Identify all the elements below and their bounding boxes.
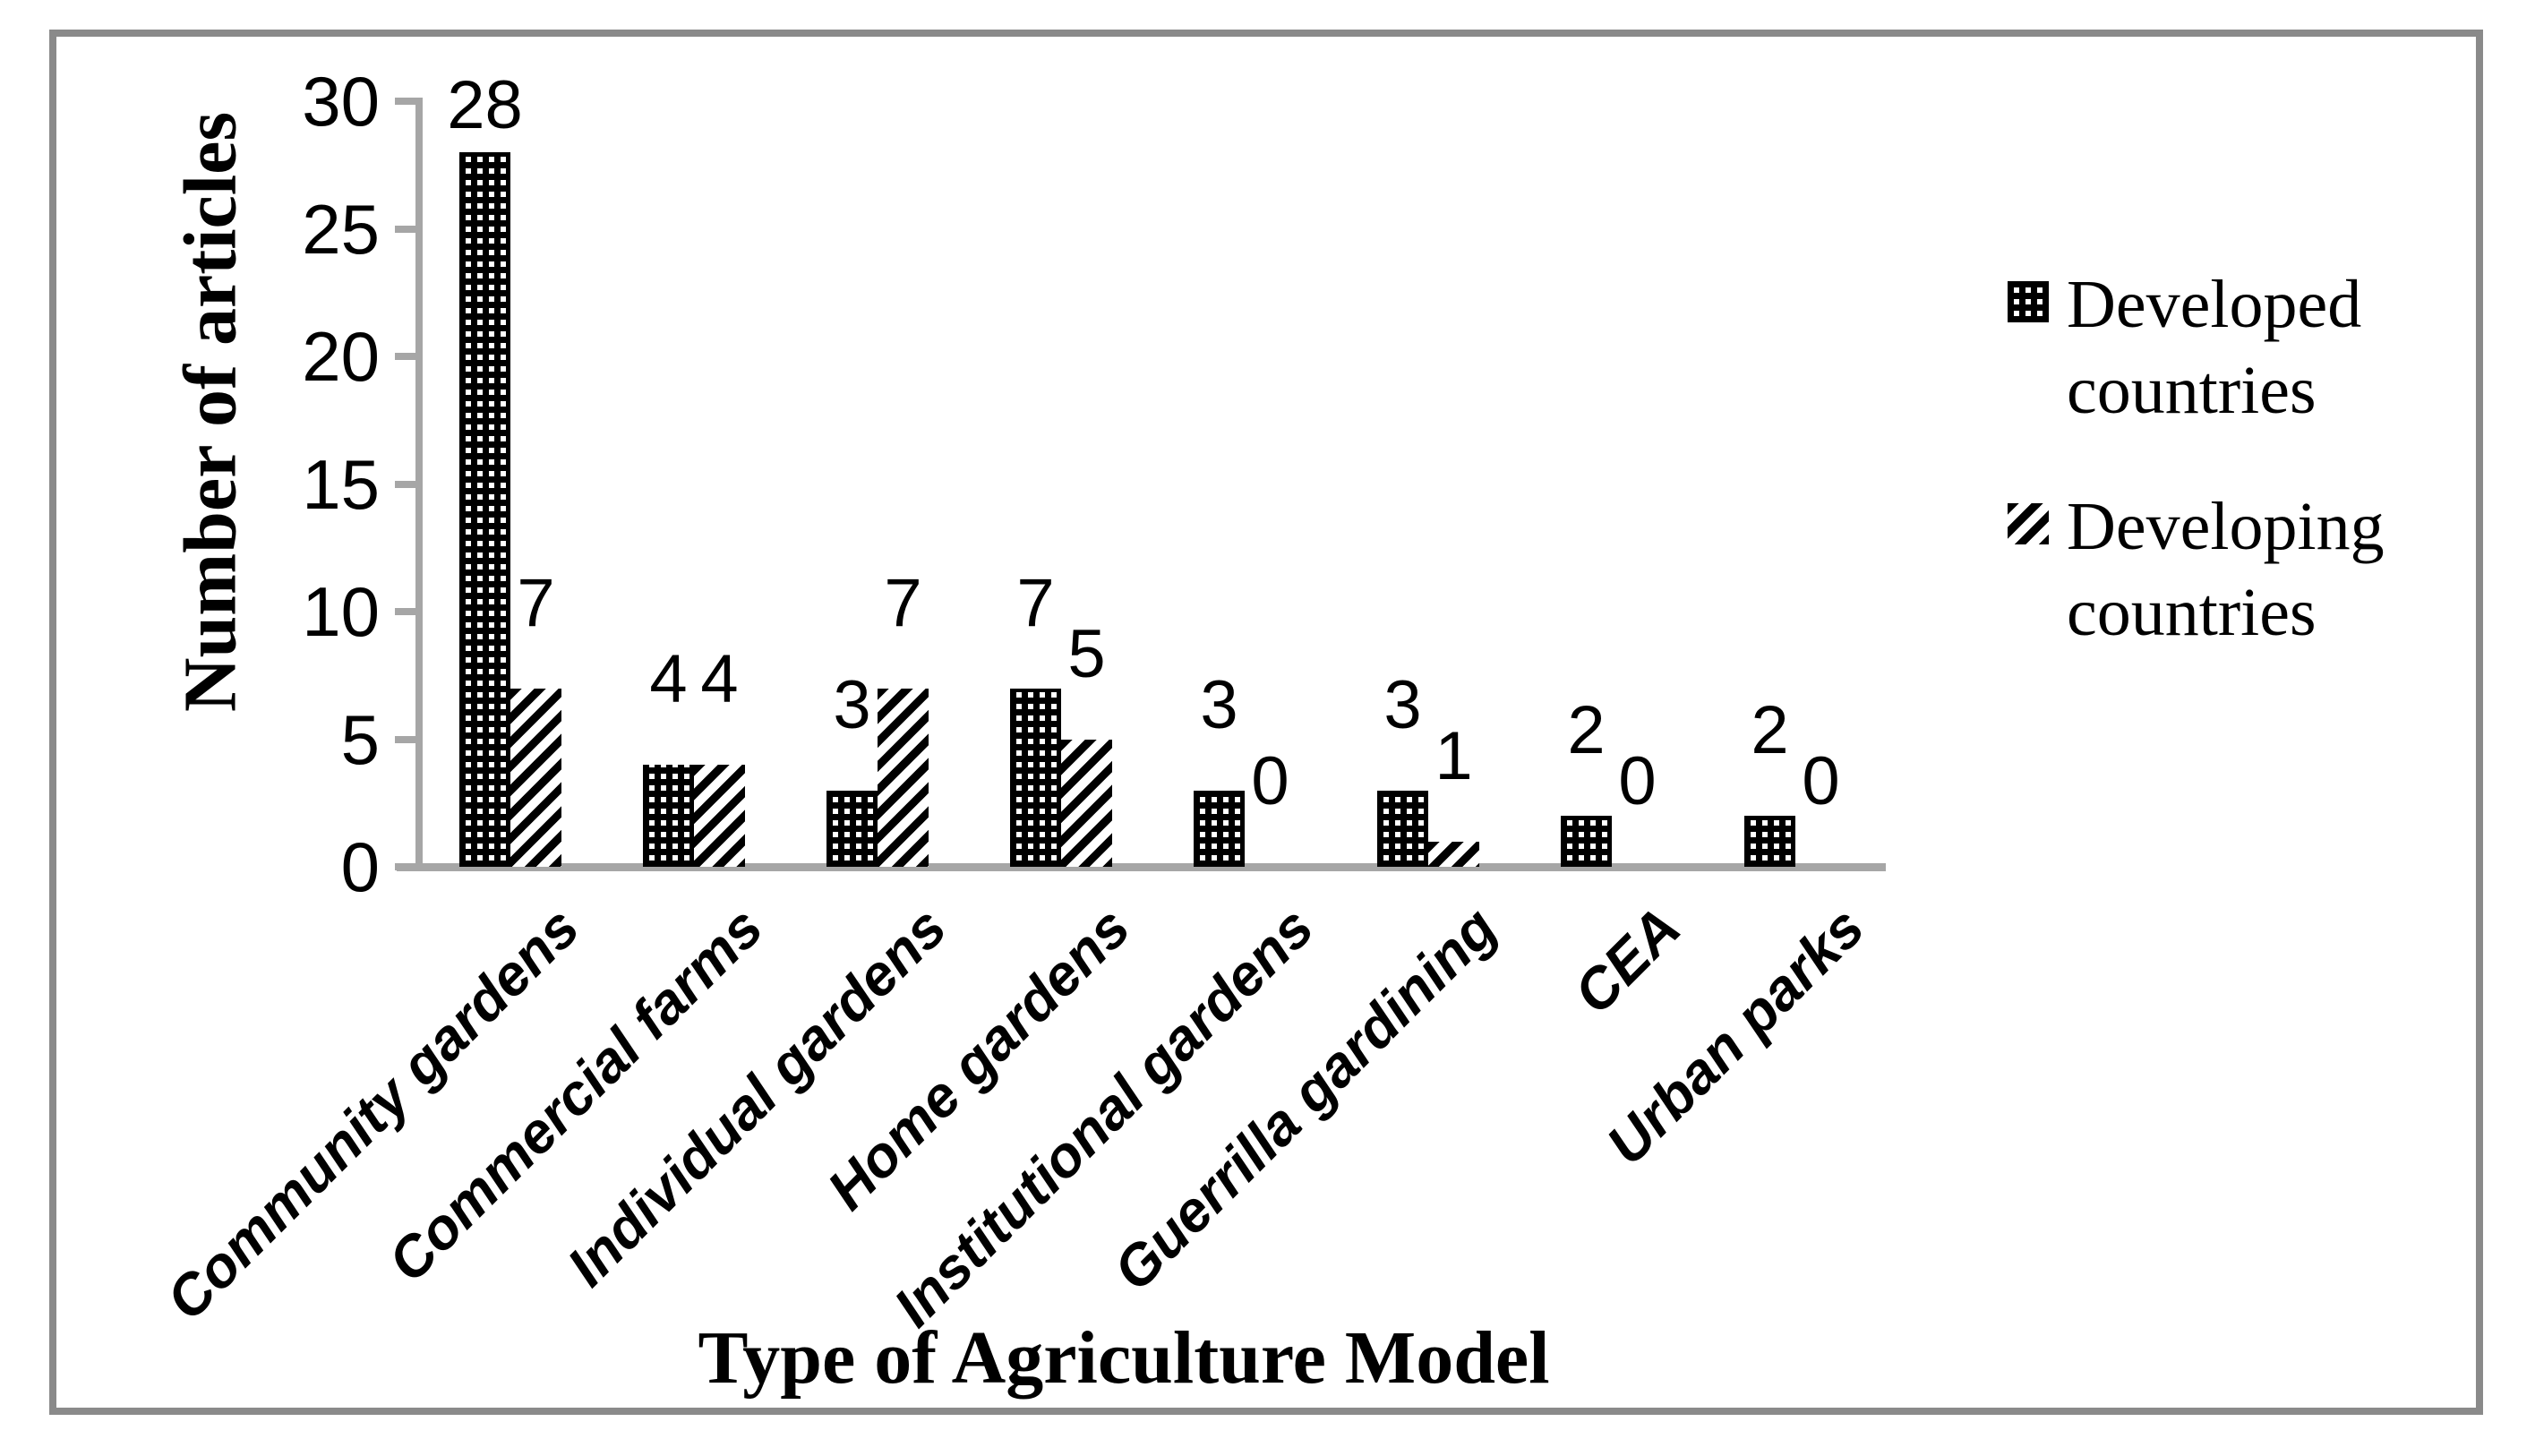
developed-pattern-swatch-icon <box>2008 281 2049 322</box>
bar-developed-countries-home-gardens <box>1010 688 1061 867</box>
bar-label-developing-countries-urban-parks: 0 <box>1802 743 1840 819</box>
x-axis-title: Type of Agriculture Model <box>698 1316 1550 1400</box>
legend: Developed countries Developing countries <box>2008 261 2461 655</box>
y-axis-line <box>415 98 423 869</box>
bar-label-developed-countries-community-gardens: 28 <box>447 67 523 143</box>
y-tick-label: 20 <box>302 317 380 396</box>
bar-label-developed-countries-commercial-farms: 4 <box>649 641 688 717</box>
bar-label-developing-countries-institutional-gardens: 0 <box>1251 743 1289 819</box>
bar-developing-countries-home-gardens <box>1061 739 1112 867</box>
y-tick <box>395 735 419 743</box>
bar-developed-countries-institutional-gardens <box>1194 790 1245 867</box>
bar-developed-countries-individual-gardens <box>826 790 878 867</box>
legend-label-developing: Developing countries <box>2067 489 2385 650</box>
bar-label-developing-countries-individual-gardens: 7 <box>884 564 922 641</box>
bar-developing-countries-community-gardens <box>510 688 561 867</box>
bar-label-developing-countries-commercial-farms: 4 <box>700 641 739 717</box>
y-tick <box>395 353 419 360</box>
x-axis-line <box>397 863 1886 871</box>
y-tick <box>395 480 419 488</box>
bar-label-developing-countries-guerrilla-gardining: 1 <box>1435 717 1473 794</box>
y-tick <box>395 608 419 615</box>
y-tick <box>395 98 419 105</box>
y-tick <box>395 863 419 870</box>
bar-label-developing-countries-home-gardens: 5 <box>1067 615 1106 692</box>
bar-label-developed-countries-institutional-gardens: 3 <box>1200 666 1238 743</box>
y-tick-label: 30 <box>302 62 380 141</box>
bar-label-developing-countries-community-gardens: 7 <box>517 564 555 641</box>
bar-developing-countries-individual-gardens <box>878 688 929 867</box>
legend-item-developing: Developing countries <box>2008 484 2461 655</box>
legend-label-developed: Developed countries <box>2067 267 2362 428</box>
bar-developed-countries-urban-parks <box>1744 816 1795 867</box>
bar-label-developed-countries-cea: 2 <box>1567 692 1606 768</box>
bar-label-developed-countries-guerrilla-gardining: 3 <box>1383 666 1422 743</box>
bar-label-developed-countries-home-gardens: 7 <box>1016 564 1055 641</box>
bar-label-developing-countries-cea: 0 <box>1618 743 1657 819</box>
chart-frame <box>49 30 2483 1415</box>
y-tick-label: 15 <box>302 444 380 524</box>
y-tick-label: 0 <box>340 827 380 906</box>
bar-developed-countries-commercial-farms <box>643 765 694 867</box>
y-tick-label: 25 <box>302 189 380 269</box>
y-tick-label: 10 <box>302 572 380 651</box>
y-tick <box>395 225 419 233</box>
bar-developing-countries-commercial-farms <box>694 765 745 867</box>
bar-developed-countries-community-gardens <box>459 152 510 867</box>
bar-label-developed-countries-urban-parks: 2 <box>1751 692 1789 768</box>
bar-developed-countries-cea <box>1561 816 1612 867</box>
legend-item-developed: Developed countries <box>2008 261 2461 433</box>
bar-label-developed-countries-individual-gardens: 3 <box>833 666 871 743</box>
developing-pattern-swatch-icon <box>2008 503 2049 544</box>
y-tick-label: 5 <box>340 699 380 779</box>
bar-developed-countries-guerrilla-gardining <box>1377 790 1428 867</box>
bar-developing-countries-guerrilla-gardining <box>1428 841 1479 867</box>
